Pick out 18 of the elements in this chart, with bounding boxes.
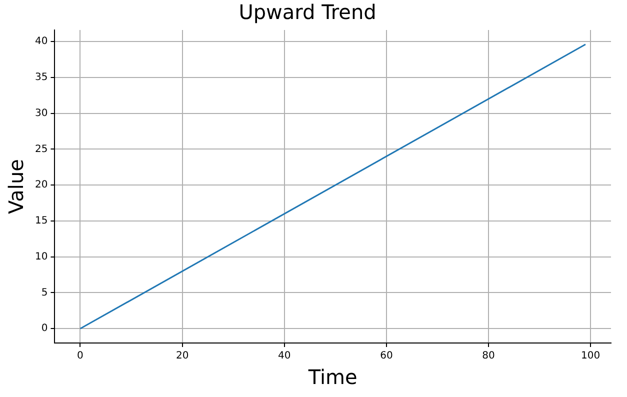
y-tick-label: 35 bbox=[34, 72, 48, 83]
x-tick-label: 100 bbox=[581, 350, 600, 362]
x-tick-label: 0 bbox=[77, 350, 84, 362]
y-tick-label: 5 bbox=[41, 287, 48, 298]
y-axis-title: Value bbox=[4, 159, 28, 214]
chart-title: Upward Trend bbox=[238, 0, 376, 24]
y-tick-label: 0 bbox=[41, 323, 48, 334]
y-tick-label: 30 bbox=[34, 108, 48, 119]
y-tick-label: 20 bbox=[34, 180, 48, 191]
y-tick-label: 15 bbox=[34, 216, 48, 227]
x-tick-label: 60 bbox=[380, 350, 393, 362]
x-tick-label: 40 bbox=[278, 350, 291, 362]
y-tick-label: 10 bbox=[34, 251, 48, 262]
x-axis-title: Time bbox=[307, 365, 358, 390]
y-tick-label: 40 bbox=[34, 36, 48, 48]
x-tick-label: 20 bbox=[176, 350, 189, 362]
x-tick-label: 80 bbox=[482, 350, 495, 362]
y-tick-label: 25 bbox=[34, 144, 48, 155]
